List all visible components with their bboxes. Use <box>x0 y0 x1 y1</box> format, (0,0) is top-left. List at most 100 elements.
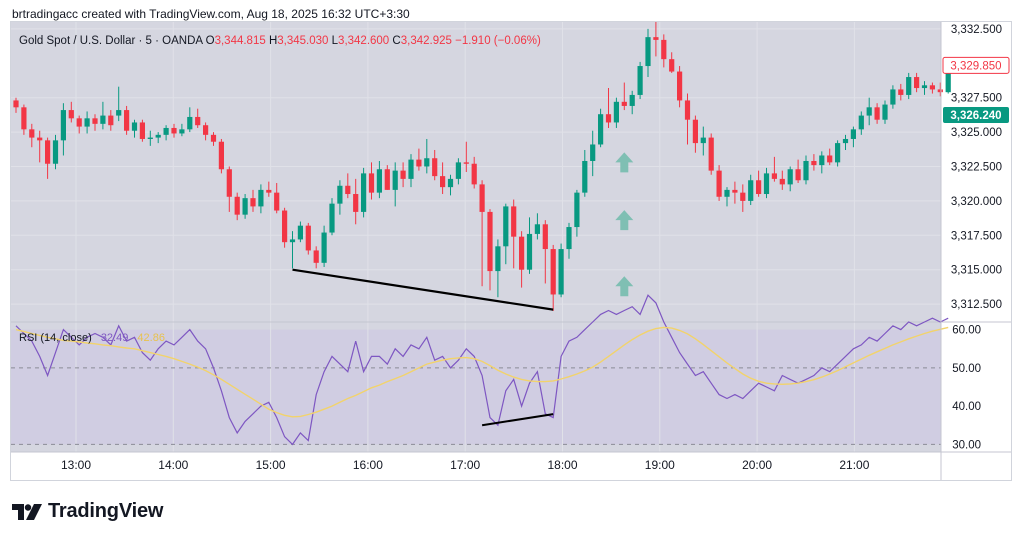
upper-price-tag <box>942 56 1010 74</box>
candle-body <box>479 184 485 212</box>
candle-body <box>124 110 130 131</box>
symbol-name: Gold Spot / U.S. Dollar · 5 · OANDA <box>19 35 203 47</box>
candle-body <box>732 189 738 193</box>
candle-body <box>274 192 280 211</box>
candle-body <box>250 198 256 207</box>
candle-body <box>850 129 856 139</box>
candle-body <box>305 225 311 251</box>
candle-body <box>487 211 493 272</box>
price-axis-label: 3,317.500 <box>951 230 1002 242</box>
change-value: −1.910 (−0.06%) <box>455 35 541 47</box>
candle-body <box>645 37 651 67</box>
candle-body <box>708 137 714 171</box>
candle-body <box>266 189 272 193</box>
close-value: 3,342.925 <box>400 35 452 47</box>
candle-body <box>60 110 66 141</box>
candle-body <box>637 66 643 95</box>
candle-body <box>345 185 351 195</box>
candle-body <box>432 158 438 177</box>
candle-body <box>116 110 122 116</box>
candle-body <box>45 140 51 164</box>
candle-body <box>13 100 19 108</box>
last-price-tag <box>943 107 1009 124</box>
chart-canvas[interactable]: 13:00 14:00 15:00 16:00 17:00 18:00 19:00 20:00… <box>11 22 1011 480</box>
candle-body <box>748 180 754 201</box>
rsi-value: 32.49 <box>100 332 129 344</box>
candle-body <box>929 85 935 90</box>
candle-body <box>937 89 943 93</box>
candle-body <box>353 194 359 212</box>
candle-body <box>471 163 477 185</box>
candle-body <box>582 160 588 193</box>
price-axis-label: 3,332.500 <box>951 24 1002 36</box>
candles-group <box>13 22 951 311</box>
tradingview-logo[interactable]: TradingView <box>12 500 163 523</box>
candle-body <box>945 64 951 93</box>
candle-body <box>329 203 335 233</box>
candle-body <box>519 236 525 270</box>
candle-body <box>590 144 596 161</box>
open-label: O <box>205 35 215 47</box>
time-axis-label: 16:00 <box>353 458 383 472</box>
candle-body <box>653 37 659 40</box>
rsi-ma-line <box>15 326 949 418</box>
candle-body <box>447 178 454 188</box>
last-price-tag-label: 3,326.240 <box>950 110 1001 122</box>
candle-body <box>819 155 825 166</box>
candle-body <box>914 77 920 89</box>
rsi-axis-label: 60.00 <box>952 325 981 337</box>
time-axis-label: 15:00 <box>256 458 286 472</box>
candle-body <box>495 246 501 272</box>
candle-body <box>147 137 153 139</box>
candle-body <box>842 138 849 144</box>
rsi-line <box>15 294 949 446</box>
price-scale-background <box>941 22 1011 480</box>
candle-body <box>787 169 793 185</box>
time-axis-label: 19:00 <box>645 458 675 472</box>
upper-price-tag-label: 3,329.850 <box>950 60 1001 72</box>
candle-body <box>621 101 627 106</box>
candle-body <box>440 176 446 188</box>
candle-body <box>692 119 698 144</box>
candle-body <box>906 77 912 95</box>
up-arrow-icon <box>615 276 634 297</box>
candle-body <box>874 107 880 120</box>
candle-body <box>605 114 612 123</box>
candle-body <box>392 170 398 190</box>
candle-body <box>131 122 138 131</box>
candle-body <box>258 189 264 207</box>
candle-body <box>289 239 296 243</box>
candle-body <box>724 189 730 197</box>
rsi-name: RSI (14, close) <box>19 332 92 344</box>
price-axis-label: 3,320.000 <box>951 196 1002 208</box>
candle-body <box>52 140 59 164</box>
symbol-legend: Gold Spot / U.S. Dollar · 5 · OANDA O 3,3… <box>19 35 541 47</box>
candle-body <box>542 224 548 250</box>
price-axis-label: 3,327.500 <box>951 93 1002 105</box>
high-value: 3,345.030 <box>277 35 329 47</box>
candle-body <box>890 89 896 105</box>
rsi-axis-label: 40.00 <box>952 401 981 413</box>
price-divergence-line <box>292 268 554 311</box>
candle-body <box>139 122 145 139</box>
chart-frame[interactable]: 13:00 14:00 15:00 16:00 17:00 18:00 19:00 20:00… <box>10 21 1012 481</box>
candle-body <box>558 249 564 295</box>
candle-body <box>700 137 706 144</box>
candle-body <box>187 116 193 130</box>
price-axis-label: 3,325.000 <box>951 127 1002 139</box>
low-value: 3,342.600 <box>338 35 390 47</box>
candle-body <box>463 162 469 164</box>
candle-body <box>771 173 777 179</box>
candle-body <box>598 114 604 145</box>
candle-body <box>297 225 303 240</box>
candle-body <box>503 206 509 247</box>
time-axis-label: 18:00 <box>547 458 577 472</box>
candle-body <box>68 110 74 119</box>
candle-body <box>534 224 540 234</box>
candle-body <box>242 198 248 215</box>
candle-body <box>566 227 572 250</box>
candle-body <box>361 173 367 212</box>
rsi-divergence-line <box>481 413 554 427</box>
up-arrow-icon <box>615 210 634 231</box>
candle-body <box>179 129 185 134</box>
